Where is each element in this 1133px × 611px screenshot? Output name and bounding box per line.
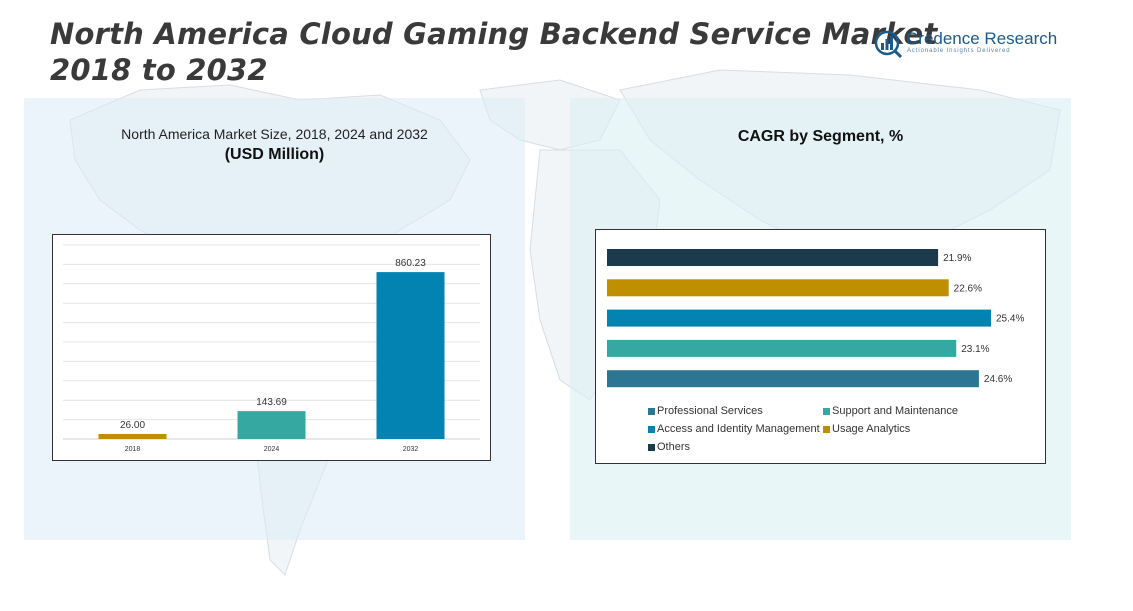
x-tick-label: 2024 bbox=[264, 446, 280, 453]
bar-chart-magnifier-icon bbox=[874, 30, 903, 58]
bar-value-label: 25.4% bbox=[996, 314, 1024, 325]
legend-swatch bbox=[648, 425, 655, 433]
bar-others bbox=[607, 249, 939, 266]
market-size-unit: (USD Million) bbox=[224, 146, 325, 163]
legend-swatch bbox=[823, 407, 830, 415]
bar-value-label: 26.00 bbox=[120, 420, 145, 431]
bar-value-label: 21.9% bbox=[943, 253, 971, 264]
market-size-subtitle: North America Market Size, 2018, 2024 an… bbox=[121, 126, 428, 142]
bar-value-label: 23.1% bbox=[961, 344, 989, 355]
credence-research-logo: Credence Research Actionable Insights De… bbox=[874, 28, 1057, 60]
bar-access-and-identity-management bbox=[607, 309, 991, 327]
market-size-chart: 26.00 2018 143.69 2024 860.23 2032 bbox=[52, 234, 491, 461]
legend-label: Access and Identity Management bbox=[657, 423, 820, 435]
bar-value-label: 860.23 bbox=[395, 258, 426, 269]
logo-tagline: Actionable Insights Delivered bbox=[907, 48, 1011, 54]
bar-professional-services bbox=[607, 370, 979, 388]
bar-support-and-maintenance bbox=[607, 339, 957, 357]
cagr-title: CAGR by Segment, % bbox=[737, 128, 904, 145]
legend-item: Others bbox=[648, 441, 690, 453]
bar-usage-analytics bbox=[607, 279, 949, 297]
cagr-bar-chart: 21.9% 22.6% 25.4% 23.1% 24.6% bbox=[607, 249, 1024, 388]
legend-item: Access and Identity Management bbox=[648, 423, 820, 435]
legend-label: Usage Analytics bbox=[832, 423, 911, 435]
legend-swatch bbox=[648, 443, 655, 451]
legend-label: Professional Services bbox=[657, 405, 763, 417]
x-tick-label: 2032 bbox=[403, 446, 419, 453]
logo-name: Credence Research bbox=[906, 29, 1058, 48]
legend-label: Support and Maintenance bbox=[832, 405, 958, 417]
title-line-1: North America Cloud Gaming Backend Servi… bbox=[50, 17, 938, 51]
bar-value-label: 22.6% bbox=[954, 283, 982, 294]
bar-2032 bbox=[376, 272, 445, 439]
bar-2018 bbox=[98, 433, 167, 439]
bar-value-label: 24.6% bbox=[984, 374, 1012, 385]
legend-label: Others bbox=[657, 441, 691, 453]
legend-swatch bbox=[823, 425, 830, 433]
bar-2024 bbox=[237, 411, 306, 439]
legend-swatch bbox=[648, 407, 655, 415]
title-line-2: 2018 to 2032 bbox=[50, 53, 268, 87]
bar-value-label: 143.69 bbox=[256, 397, 287, 408]
legend-item: Support and Maintenance bbox=[823, 405, 958, 417]
legend-item: Professional Services bbox=[648, 405, 763, 417]
market-size-bar-chart: 26.00 2018 143.69 2024 860.23 2032 bbox=[63, 244, 480, 453]
x-tick-label: 2018 bbox=[125, 446, 141, 453]
legend-item: Usage Analytics bbox=[823, 423, 910, 435]
page-title: North America Cloud Gaming Backend Servi… bbox=[50, 16, 937, 88]
cagr-chart: 21.9% 22.6% 25.4% 23.1% 24.6% Professional S… bbox=[595, 229, 1046, 464]
